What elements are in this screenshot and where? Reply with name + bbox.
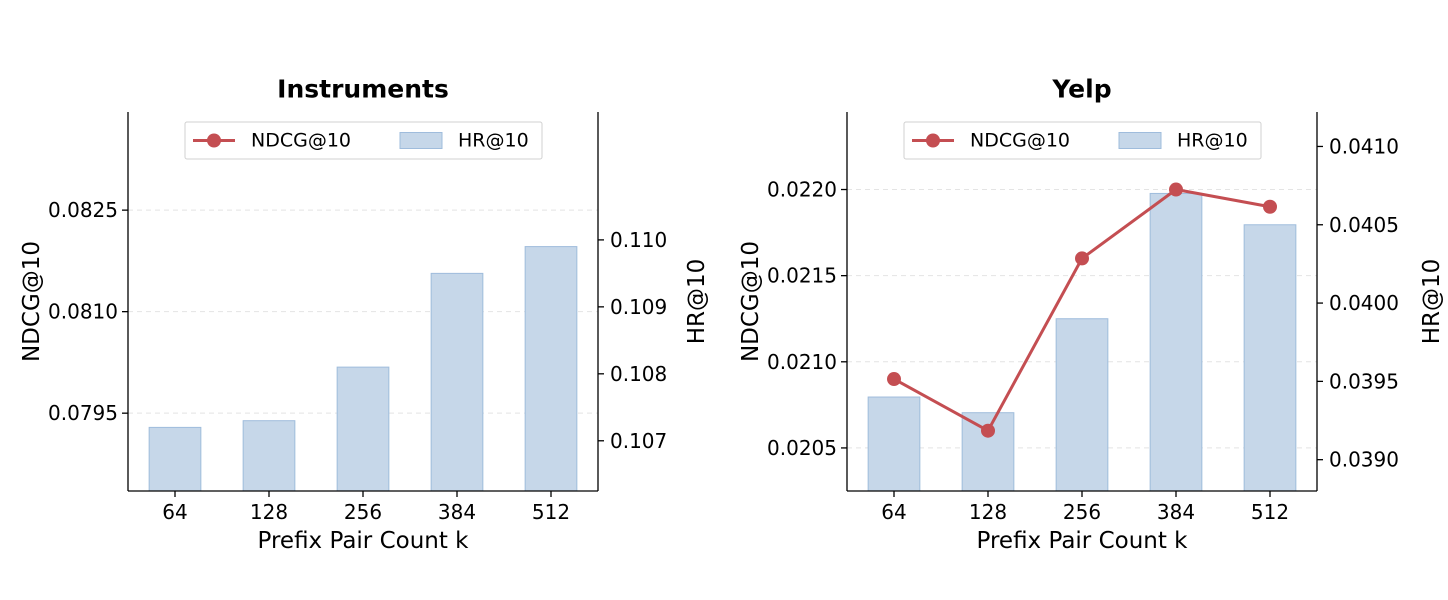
chart-panel-0: 0.0795 0.0810 0.0825 0.107 0.108 0.109 0.110 64… (19, 75, 710, 555)
right-tick-label: 0.0400 (1329, 291, 1399, 315)
ndcg-point-384 (1169, 182, 1183, 197)
bar-128 (242, 420, 296, 492)
right-tick-label: 0.0395 (1329, 369, 1399, 393)
legend-label: HR@10 (458, 130, 529, 152)
ndcg-point-256 (1075, 251, 1089, 266)
left-tick-label: 0.0215 (767, 264, 837, 288)
x-tick-label: 256 (344, 500, 382, 524)
left-tick-label: 0.0210 (767, 350, 837, 374)
x-tick-label: 64 (881, 500, 906, 524)
right-axis-label: HR@10 (684, 259, 710, 345)
legend-marker-swatch (926, 133, 940, 148)
right-tick-label: 0.108 (610, 362, 667, 386)
right-tick-label: 0.107 (610, 429, 667, 453)
legend-box (184, 121, 543, 160)
chart-title: Yelp (1051, 75, 1111, 104)
x-tick-label: 128 (250, 500, 288, 524)
bar-64 (867, 396, 921, 492)
right-tick-label: 0.0390 (1329, 448, 1399, 472)
left-tick-label: 0.0220 (767, 178, 837, 202)
bar-256 (336, 366, 390, 492)
legend-label: HR@10 (1177, 130, 1248, 152)
chart-title: Instruments (277, 75, 449, 104)
x-tick-label: 512 (1251, 500, 1289, 524)
legend-label: NDCG@10 (251, 130, 351, 152)
x-tick-label: 512 (532, 500, 570, 524)
x-tick-label: 256 (1063, 500, 1101, 524)
legend: NDCG@10 HR@10 (184, 121, 543, 160)
left-tick-label: 0.0810 (48, 300, 118, 324)
right-axis-label: HR@10 (1419, 259, 1445, 345)
legend-marker-swatch (207, 133, 221, 148)
ndcg-point-64 (887, 372, 901, 387)
left-axis-label: NDCG@10 (19, 241, 45, 362)
legend-bar-swatch (399, 132, 443, 149)
right-tick-label: 0.0410 (1329, 134, 1399, 158)
left-tick-label: 0.0795 (48, 401, 118, 425)
bar-384 (430, 272, 484, 492)
x-axis-label: Prefix Pair Count k (258, 528, 470, 554)
x-tick-label: 64 (162, 500, 187, 524)
bar-64 (148, 426, 202, 492)
bar-384 (1149, 192, 1203, 492)
right-tick-label: 0.109 (610, 295, 667, 319)
ndcg-point-512 (1263, 199, 1277, 214)
legend-box (903, 121, 1262, 160)
legend: NDCG@10 HR@10 (903, 121, 1262, 160)
bar-512 (1243, 224, 1297, 492)
right-tick-label: 0.0405 (1329, 213, 1399, 237)
legend-bar-swatch (1118, 132, 1162, 149)
x-tick-label: 384 (438, 500, 476, 524)
left-axis-label: NDCG@10 (738, 241, 764, 362)
bar-512 (524, 246, 578, 492)
chart-panel-1: 0.0205 0.0210 0.0215 0.0220 0.0390 0.0395 0.04… (738, 75, 1445, 555)
x-tick-label: 384 (1157, 500, 1195, 524)
right-tick-label: 0.110 (610, 228, 667, 252)
legend-label: NDCG@10 (970, 130, 1070, 152)
bar-256 (1055, 318, 1109, 492)
left-tick-label: 0.0205 (767, 436, 837, 460)
left-tick-label: 0.0825 (48, 198, 118, 222)
x-axis-label: Prefix Pair Count k (977, 528, 1189, 554)
ndcg-point-128 (981, 423, 995, 438)
x-tick-label: 128 (969, 500, 1007, 524)
